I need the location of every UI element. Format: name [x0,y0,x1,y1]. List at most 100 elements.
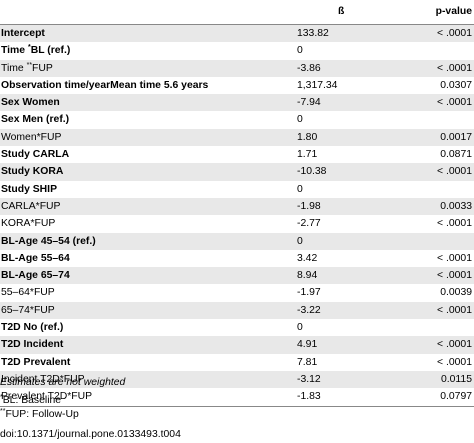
row-beta: 1,317.34 [286,76,432,95]
row-label-text: Observation time/yearMean time 5.6 years [1,79,209,91]
row-beta: 133.82 [286,24,432,43]
row-beta: -10.38 [286,163,432,181]
table-notes: Estimates are not weighted *BL: Baseline… [0,376,125,422]
table-row: 65–74*FUP -3.22 < .0001 [0,301,474,320]
row-pvalue: 0.0871 [432,146,474,164]
row-beta: -7.94 [286,94,432,112]
row-pvalue: < .0001 [432,59,474,77]
row-pvalue: < .0001 [432,215,474,233]
row-beta: -3.22 [286,301,432,320]
table-row: T2D Incident 4.91 < .0001 [0,336,474,354]
table-row: Study CARLA 1.71 0.0871 [0,146,474,164]
row-label-text: 55–64*FUP [1,287,55,299]
row-pvalue: 0.0039 [432,284,474,302]
row-label: T2D Incident [0,336,286,354]
row-label-text: T2D Incident [1,339,64,351]
row-label: CARLA*FUP [0,197,286,216]
bl-footnote: *BL: Baseline [0,394,125,408]
row-beta: 0 [286,232,432,250]
row-label-text: Sex Men (ref.) [1,114,70,126]
row-pvalue: 0.0033 [432,197,474,216]
table-row: BL-Age 45–54 (ref.) 0 [0,232,474,250]
row-label: BL-Age 65–74 [0,267,286,285]
header-pvalue: p-value [432,0,474,25]
table-row: KORA*FUP -2.77 < .0001 [0,215,474,233]
row-label-text: 65–74*FUP [1,304,55,316]
row-label-text: T2D No (ref.) [1,322,64,334]
header-beta: ß [286,0,432,25]
row-label-text: Study SHIP [1,183,58,195]
table-header-row: ß p-value [0,0,474,25]
estimates-note: Estimates are not weighted [0,377,126,388]
row-beta: 0 [286,42,432,60]
row-pvalue: < .0001 [432,353,474,371]
row-beta: -1.83 [286,388,432,407]
row-beta: -1.97 [286,284,432,302]
row-beta: 0 [286,111,432,129]
row-pvalue [432,232,474,250]
row-label-text: CARLA*FUP [1,200,61,212]
row-label: Study CARLA [0,146,286,164]
row-label: Women*FUP [0,128,286,147]
row-label: BL-Age 55–64 [0,249,286,268]
row-pvalue [432,111,474,129]
row-beta: 3.42 [286,249,432,268]
row-beta: 7.81 [286,353,432,371]
row-label: Incident T2D*FUP [0,370,286,389]
table-row: Time *BL (ref.) 0 [0,42,474,60]
row-label-text: Time [1,62,27,74]
results-table: ß p-value Intercept 133.82 < .0001 Time *BL… [0,0,474,407]
row-label: T2D Prevalent [0,353,286,371]
table-row: CARLA*FUP -1.98 0.0033 [0,197,474,216]
row-label-sup: ** [26,61,33,69]
table-row: BL-Age 55–64 3.42 < .0001 [0,249,474,268]
row-label-text: BL-Age 45–54 (ref.) [1,235,96,247]
row-label-text: Study CARLA [1,149,70,161]
row-beta: -1.98 [286,197,432,216]
table-row: Sex Men (ref.) 0 [0,111,474,129]
row-pvalue: < .0001 [432,249,474,268]
row-label-text: Women*FUP [1,131,62,143]
row-pvalue: 0.0017 [432,128,474,147]
row-label-text: Incident T2D*FUP [1,373,85,385]
bl-footnote-text: BL: Baseline [2,395,62,406]
row-beta: 1.80 [286,128,432,147]
row-beta: 0 [286,180,432,198]
table-row: Intercept 133.82 < .0001 [0,24,474,43]
table-row: Prevalent T2D*FUP -1.83 0.0797 [0,388,474,407]
row-label-text: Intercept [1,28,45,39]
row-pvalue [432,42,474,60]
row-pvalue [432,180,474,198]
row-label-text: Prevalent T2D*FUP [1,391,93,403]
row-pvalue [432,319,474,337]
row-beta: -3.86 [286,59,432,77]
row-label: Study SHIP [0,180,286,198]
row-beta: 1.71 [286,146,432,164]
table-row: Women*FUP 1.80 0.0017 [0,128,474,147]
table-row: Time **FUP -3.86 < .0001 [0,59,474,77]
row-label-rest: FUP [32,62,53,74]
table-row: Study KORA -10.38 < .0001 [0,163,474,181]
table-row: Study SHIP 0 [0,180,474,198]
row-pvalue: < .0001 [432,163,474,181]
table-row: Incident T2D*FUP -3.12 0.0115 [0,370,474,389]
row-label: Sex Women [0,94,286,112]
row-label: Time **FUP [0,59,286,77]
row-beta: -2.77 [286,215,432,233]
row-label: Sex Men (ref.) [0,111,286,129]
row-label: Study KORA [0,163,286,181]
row-beta: 8.94 [286,267,432,285]
fup-footnote-mark: ** [0,408,6,415]
table-row: T2D No (ref.) 0 [0,319,474,337]
row-pvalue: < .0001 [432,24,474,43]
row-label-text: Study KORA [1,166,64,178]
row-label-text: BL-Age 65–74 [1,270,70,282]
row-label: Time *BL (ref.) [0,42,286,60]
row-label: Observation time/yearMean time 5.6 years [0,76,286,95]
row-label-rest: BL (ref.) [30,45,71,57]
header-label [0,0,286,25]
row-label-text: KORA*FUP [1,218,56,230]
row-label-sup: * [27,44,31,52]
row-label-text: Sex Women [1,97,60,109]
